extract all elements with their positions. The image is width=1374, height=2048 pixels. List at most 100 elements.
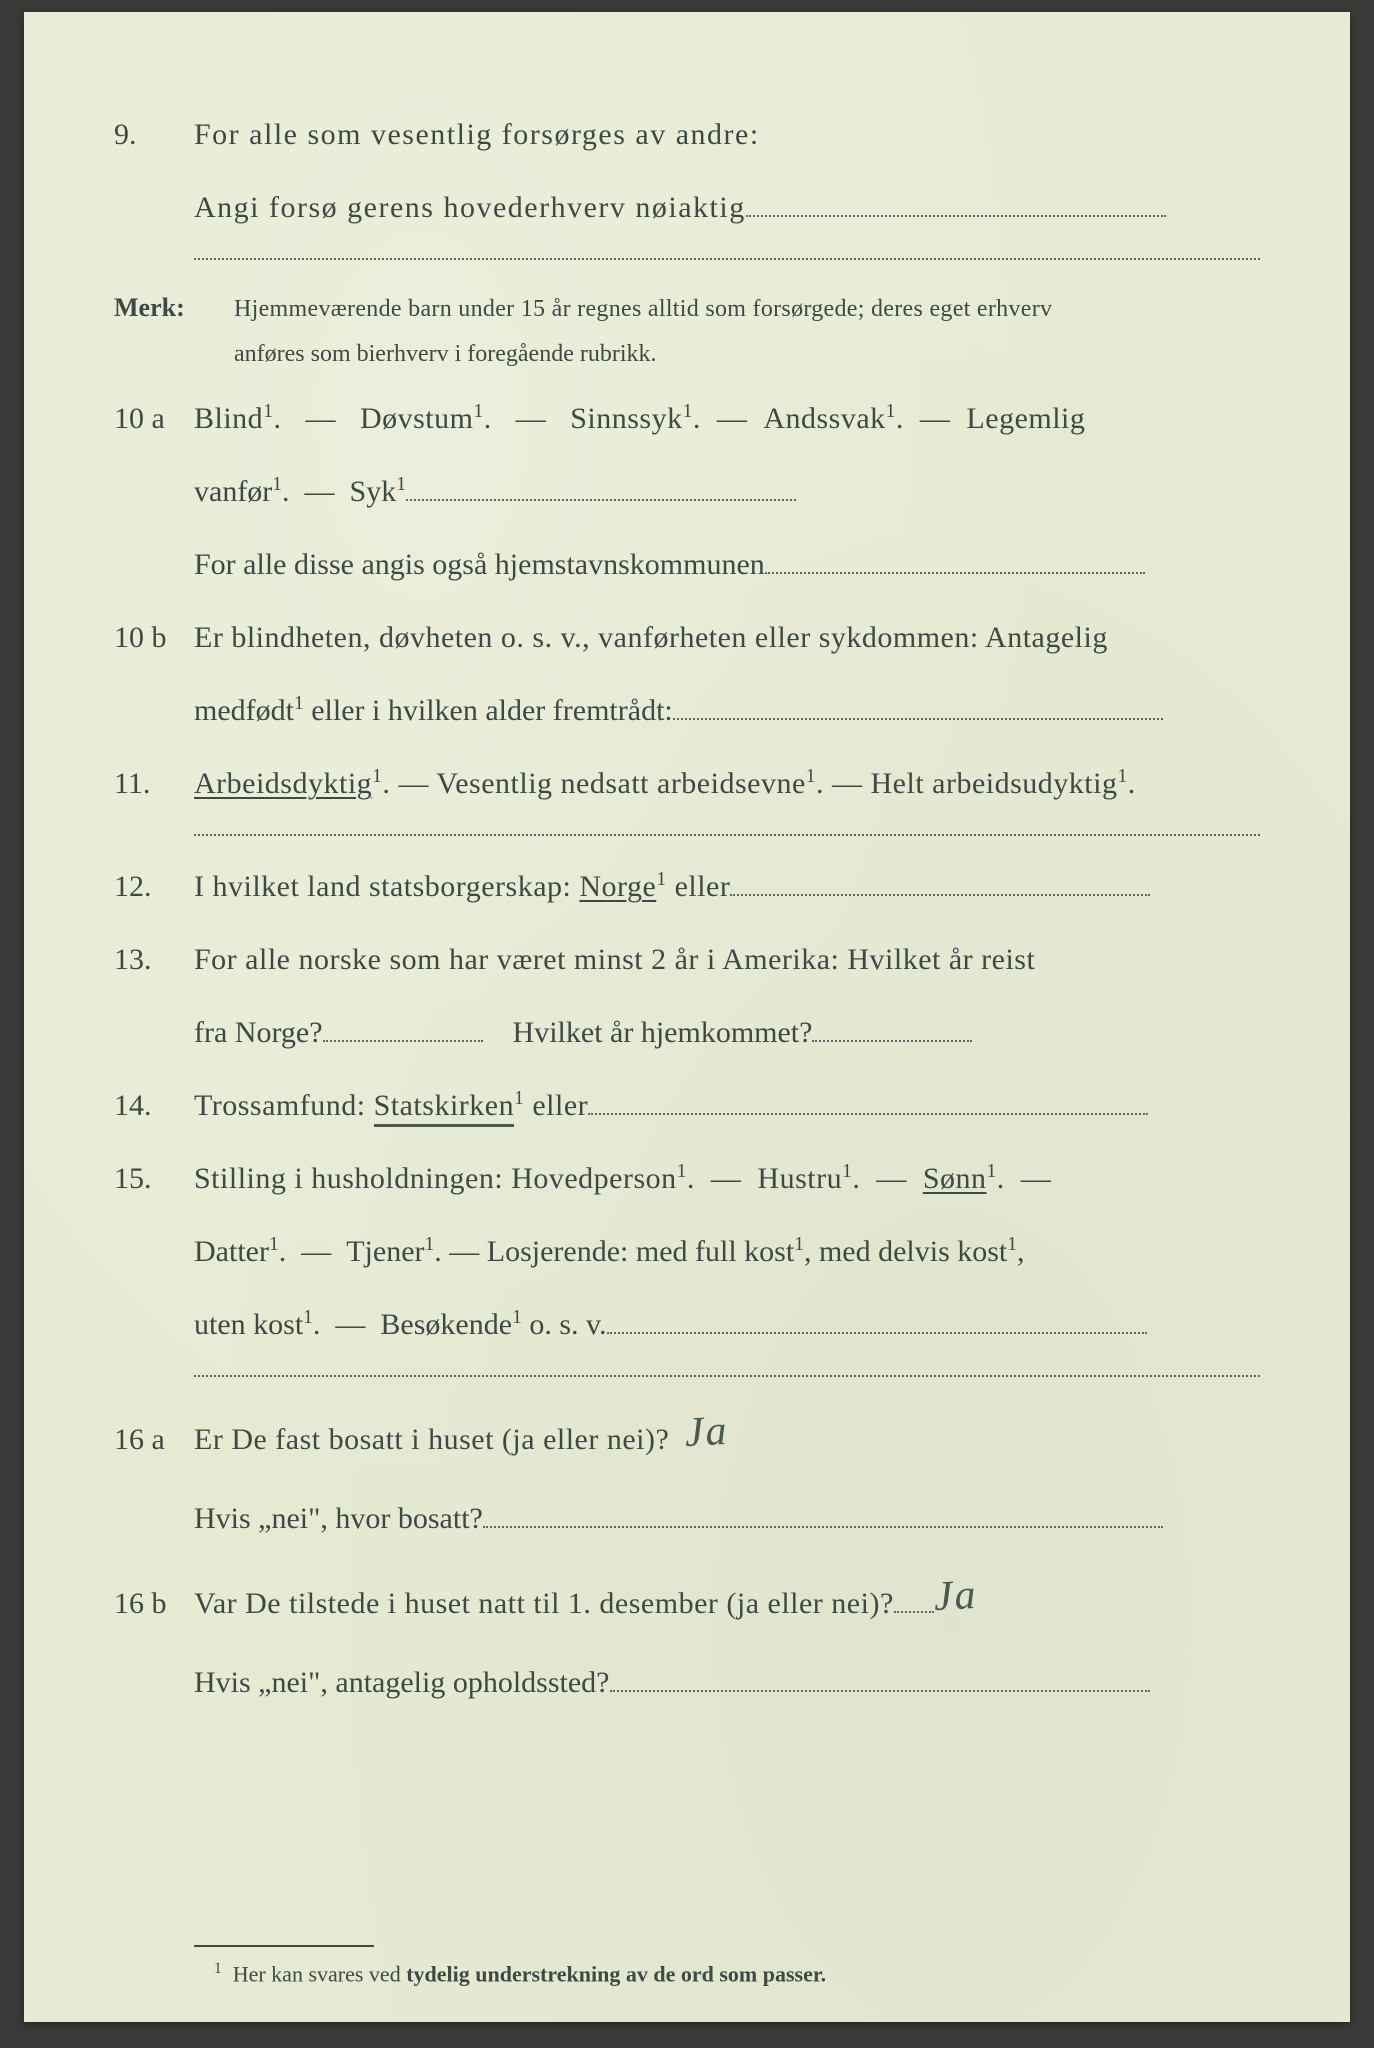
q13-line2: fra Norge? Hvilket år hjemkommet? (194, 1010, 1260, 1055)
fill-line (323, 1015, 483, 1042)
fill-line (812, 1015, 972, 1042)
q15-losj: Losjerende: med full kost (487, 1235, 794, 1268)
q14-a: Trossamfund: (194, 1089, 374, 1122)
merk-line2: anføres som bierhverv i foregående rubri… (234, 336, 1260, 372)
q10a-line2: vanfør1. — Syk1 (194, 469, 1260, 514)
q15-uten: uten kost (194, 1308, 303, 1341)
fill-line (746, 190, 1166, 217)
q10a-line3: For alle disse angis også hjemstavnskomm… (194, 542, 1260, 587)
q13-row: 13. For alle norske som har været minst … (114, 937, 1260, 982)
q11-row: 11. Arbeidsdyktig1. — Vesentlig nedsatt … (114, 761, 1260, 806)
q15-hustru: Hustru (757, 1162, 842, 1195)
fill-line (610, 1665, 1150, 1692)
q13-number: 13. (114, 937, 194, 982)
q16b-q: Var De tilstede i huset natt til 1. dese… (194, 1587, 894, 1620)
q16a-row: 16 a Er De fast bosatt i huset (ja eller… (114, 1405, 1260, 1468)
q13-fra: fra Norge? (194, 1016, 323, 1049)
q12-row: 12. I hvilket land statsborgerskap: Norg… (114, 864, 1260, 909)
q10b-medfodt: medfødt (194, 694, 294, 727)
q16a-line2: Hvis „nei", hvor bosatt? (194, 1496, 1260, 1541)
q14-number: 14. (114, 1083, 194, 1128)
fill-line (894, 1586, 934, 1613)
q10a-andssvak: Andssvak (763, 402, 885, 435)
q10a-line1: Blind1. — Døvstum1. — Sinnssyk1. — Andss… (194, 396, 1260, 441)
fill-line-full (194, 1375, 1260, 1377)
q13-line1: For alle norske som har været minst 2 år… (194, 937, 1260, 982)
fill-line (406, 474, 796, 501)
q12-a: I hvilket land statsborgerskap: (194, 870, 579, 903)
q10b-row: 10 b Er blindheten, døvheten o. s. v., v… (114, 615, 1260, 660)
q10a-legemlig: Legemlig (966, 402, 1085, 435)
merk-label: Merk: (114, 288, 234, 327)
q9-number: 9. (114, 112, 194, 157)
footnote-rule (194, 1945, 374, 1947)
q15-line3: uten kost1. — Besøkende1 o. s. v. (194, 1302, 1260, 1347)
q10b-number: 10 b (114, 615, 194, 660)
fill-line (607, 1307, 1147, 1334)
fill-line (483, 1501, 1163, 1528)
q16b-line1: Var De tilstede i huset natt til 1. dese… (194, 1569, 1260, 1632)
q10b-line1: Er blindheten, døvheten o. s. v., vanfør… (194, 615, 1260, 660)
q14-c: eller (524, 1089, 588, 1122)
form-page: 9. For alle som vesentlig forsørges av a… (24, 12, 1350, 2022)
footnote-b: tydelig understrekning av de ord som pas… (406, 1962, 826, 1987)
q15-osv: o. s. v. (522, 1308, 607, 1341)
q15-tjener: Tjener (346, 1235, 424, 1268)
q9-line2: Angi forsø gerens hovederhverv nøiaktig (194, 185, 1260, 230)
q10a-dovstum: Døvstum (360, 402, 474, 435)
q15-line2: Datter1. — Tjener1. — Losjerende: med fu… (194, 1229, 1260, 1274)
q10a-blind: Blind (194, 402, 263, 435)
q16a-answer: Ja (684, 1400, 731, 1465)
fill-line-full (194, 834, 1260, 836)
q10b-eller: eller i hvilken alder fremtrådt: (304, 694, 673, 727)
merk-line1: Hjemmeværende barn under 15 år regnes al… (234, 291, 1260, 328)
fill-line-full (194, 258, 1260, 260)
q15-hoved: Stilling i husholdningen: Hovedperson (194, 1162, 677, 1195)
q16b-answer: Ja (932, 1564, 979, 1629)
q10a-number: 10 a (114, 396, 194, 441)
q16b-line2: Hvis „nei", antagelig opholdssted? (194, 1660, 1260, 1705)
q9-line1: For alle som vesentlig forsørges av andr… (194, 112, 1260, 157)
fill-line (588, 1088, 1148, 1115)
q10a-syk: Syk (350, 475, 397, 508)
fill-line (765, 547, 1145, 574)
q14-content: Trossamfund: Statskirken1 eller (194, 1083, 1260, 1128)
q10a-row: 10 a Blind1. — Døvstum1. — Sinnssyk1. — … (114, 396, 1260, 441)
footnote-a: Her kan svares ved (233, 1962, 407, 1987)
q12-c: eller (667, 870, 731, 903)
q11-arbeidsdyktig: Arbeidsdyktig (194, 767, 372, 800)
q15-datter: Datter (194, 1235, 269, 1268)
q15-row: 15. Stilling i husholdningen: Hovedperso… (114, 1156, 1260, 1201)
q10a-sinnssyk: Sinnssyk (570, 402, 682, 435)
q16a-q: Er De fast bosatt i huset (ja eller nei)… (194, 1423, 669, 1456)
q10a-vanfor: vanfør (194, 475, 272, 508)
fill-line (730, 869, 1150, 896)
q16b-hvis: Hvis „nei", antagelig opholdssted? (194, 1666, 610, 1699)
q9-row: 9. For alle som vesentlig forsørges av a… (114, 112, 1260, 157)
q15-sonn: Sønn (923, 1162, 987, 1195)
q10b-line2: medfødt1 eller i hvilken alder fremtrådt… (194, 688, 1260, 733)
q11-udyktig: Helt arbeidsudyktig (871, 767, 1118, 800)
fill-line (673, 693, 1163, 720)
q11-content: Arbeidsdyktig1. — Vesentlig nedsatt arbe… (194, 761, 1260, 806)
q13-hjem: Hvilket år hjemkommet? (513, 1016, 813, 1049)
q16a-line1: Er De fast bosatt i huset (ja eller nei)… (194, 1405, 1260, 1468)
footnote-marker: 1 (214, 1960, 222, 1977)
q16a-number: 16 a (114, 1417, 194, 1462)
q16b-row: 16 b Var De tilstede i huset natt til 1.… (114, 1569, 1260, 1632)
q12-norge: Norge (579, 870, 656, 903)
q15-delvis: , med delvis kost (804, 1235, 1007, 1268)
q16a-hvis: Hvis „nei", hvor bosatt? (194, 1502, 483, 1535)
q14-row: 14. Trossamfund: Statskirken1 eller (114, 1083, 1260, 1128)
q10a-line3-text: For alle disse angis også hjemstavnskomm… (194, 548, 765, 581)
q15-number: 15. (114, 1156, 194, 1201)
q12-number: 12. (114, 864, 194, 909)
q15-line1: Stilling i husholdningen: Hovedperson1. … (194, 1156, 1260, 1201)
q12-content: I hvilket land statsborgerskap: Norge1 e… (194, 864, 1260, 909)
q14-statskirken: Statskirken (374, 1089, 515, 1127)
q9-line2-text: Angi forsø gerens hovederhverv nøiaktig (194, 191, 746, 224)
q11-nedsatt: Vesentlig nedsatt arbeidsevne (436, 767, 805, 800)
q11-number: 11. (114, 761, 194, 806)
q16b-number: 16 b (114, 1581, 194, 1626)
merk-row: Merk: Hjemmeværende barn under 15 år reg… (114, 288, 1260, 328)
